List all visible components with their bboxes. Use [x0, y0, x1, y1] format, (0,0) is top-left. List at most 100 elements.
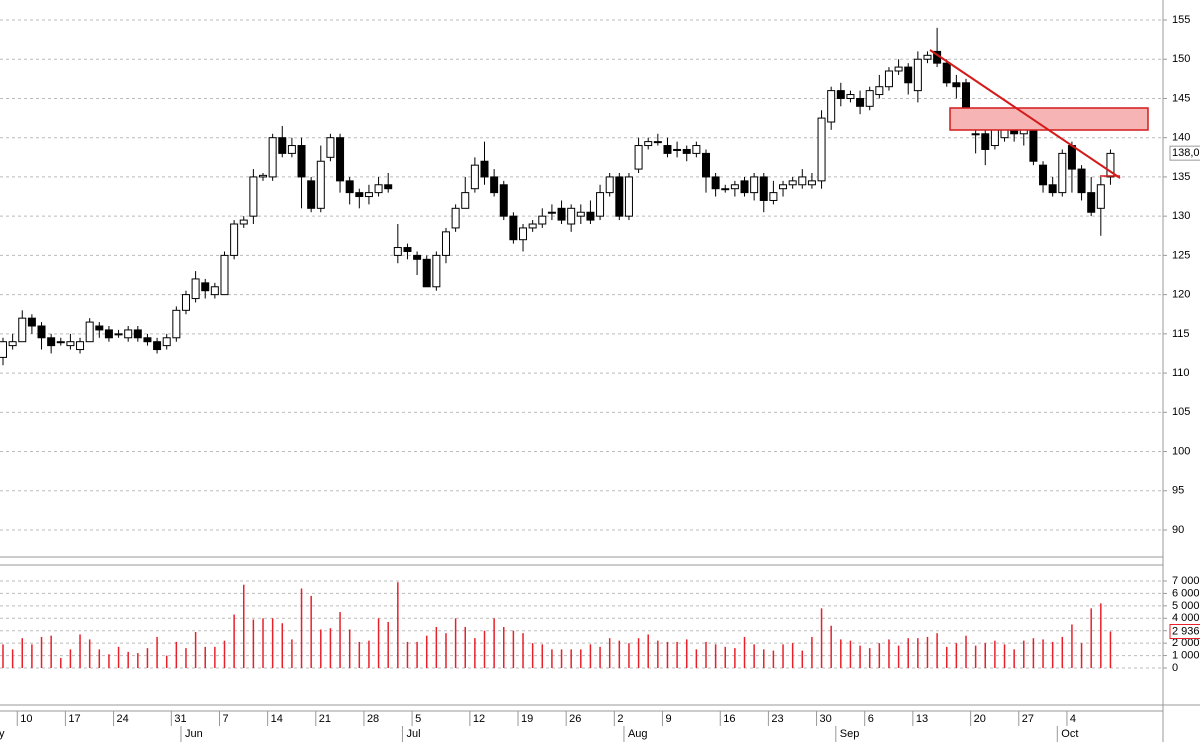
candle-body	[470, 164, 479, 190]
y-tick-label: 150	[1172, 53, 1190, 65]
y-tick-label: 100	[1172, 445, 1190, 457]
candle-body	[894, 66, 903, 72]
candle-body	[95, 325, 104, 331]
candle-body	[27, 317, 36, 327]
candle-body	[364, 192, 373, 198]
candle-body	[971, 133, 980, 136]
candle-body	[730, 184, 739, 190]
candle-body	[239, 219, 248, 225]
candle-body	[172, 309, 181, 339]
candle-body	[528, 223, 537, 229]
x-tick-label: 30	[820, 713, 832, 725]
y-tick-label: 120	[1172, 289, 1190, 301]
candle-body	[451, 207, 460, 229]
candle-body	[114, 333, 123, 336]
candle-body	[326, 137, 335, 158]
last-value-label: 2 936	[1172, 625, 1200, 637]
y-tick-label: 135	[1172, 171, 1190, 183]
y-tick-label: 6 000	[1172, 587, 1200, 599]
candle-body	[18, 317, 27, 343]
candle-body	[913, 58, 922, 92]
candle-body	[249, 176, 258, 217]
last-value-label: 138,03	[1172, 147, 1200, 159]
candle-body	[124, 329, 133, 339]
y-tick-label: 145	[1172, 92, 1190, 104]
candle-body	[846, 94, 855, 99]
y-tick-label: 5 000	[1172, 600, 1200, 612]
candle-body	[952, 82, 961, 88]
candle-body	[884, 70, 893, 88]
candle-body	[461, 192, 470, 209]
last-value-box	[1169, 145, 1200, 161]
candle-body	[413, 254, 422, 260]
candle-body	[143, 337, 152, 343]
candle-body	[287, 145, 296, 154]
x-tick-label: 9	[665, 713, 671, 725]
candle-body	[682, 148, 691, 154]
candle-body	[403, 247, 412, 252]
y-tick-label: 95	[1172, 485, 1184, 497]
candle-body	[153, 341, 162, 351]
candle-body	[480, 160, 489, 178]
candle-body	[615, 176, 624, 217]
candle-body	[711, 176, 720, 190]
month-label: Oct	[1061, 728, 1078, 740]
x-tick-label: 4	[1070, 713, 1076, 725]
x-tick-label: 24	[117, 713, 129, 725]
candle-body	[37, 325, 46, 339]
candle-body	[701, 152, 710, 178]
x-tick-label: 20	[974, 713, 986, 725]
candle-body	[596, 192, 605, 217]
candle-body	[644, 141, 653, 147]
candle-body	[1067, 145, 1076, 170]
candle-body	[692, 145, 701, 154]
candle-body	[307, 180, 316, 209]
candle-body	[856, 97, 865, 107]
candle-body	[259, 174, 268, 178]
candle-body	[557, 207, 566, 221]
candle-body	[1077, 168, 1086, 194]
candle-body	[355, 192, 364, 198]
candle-body	[201, 282, 210, 292]
candle-body	[1087, 192, 1096, 213]
candle-body	[663, 145, 672, 154]
candle-body	[547, 211, 556, 214]
candle-body	[393, 247, 402, 256]
candle-body	[384, 184, 393, 190]
candle-body	[490, 176, 499, 194]
candle-body	[673, 148, 682, 151]
y-tick-label: 125	[1172, 249, 1190, 261]
x-tick-label: 27	[1022, 713, 1034, 725]
candle-body	[990, 129, 999, 147]
y-tick-label: 110	[1172, 367, 1190, 379]
y-tick-label: 2 000	[1172, 637, 1200, 649]
candle-body	[66, 341, 75, 347]
candle-body	[942, 62, 951, 84]
y-tick-label: 7 000	[1172, 575, 1200, 587]
last-value-box	[1169, 624, 1200, 640]
candle-body	[634, 145, 643, 170]
y-tick-label: 90	[1172, 524, 1184, 536]
x-tick-label: 5	[415, 713, 421, 725]
candle-body	[8, 341, 17, 347]
candle-body	[1106, 152, 1115, 178]
candle-body	[769, 192, 778, 201]
candle-body	[576, 211, 585, 217]
candle-body	[798, 176, 807, 186]
candle-body	[374, 184, 383, 194]
candle-body	[181, 294, 190, 311]
x-tick-label: 13	[916, 713, 928, 725]
y-tick-label: 1 000	[1172, 649, 1200, 661]
candle-body	[981, 133, 990, 150]
x-tick-label: 17	[68, 713, 80, 725]
x-tick-label: 23	[771, 713, 783, 725]
candle-body	[836, 90, 845, 99]
candle-body	[133, 329, 142, 339]
candle-body	[1058, 152, 1067, 194]
candle-body	[740, 180, 749, 194]
candle-body	[268, 137, 277, 178]
candle-body	[538, 215, 547, 225]
candle-body	[788, 180, 797, 186]
candle-body	[316, 160, 325, 209]
month-label: Aug	[628, 728, 648, 740]
